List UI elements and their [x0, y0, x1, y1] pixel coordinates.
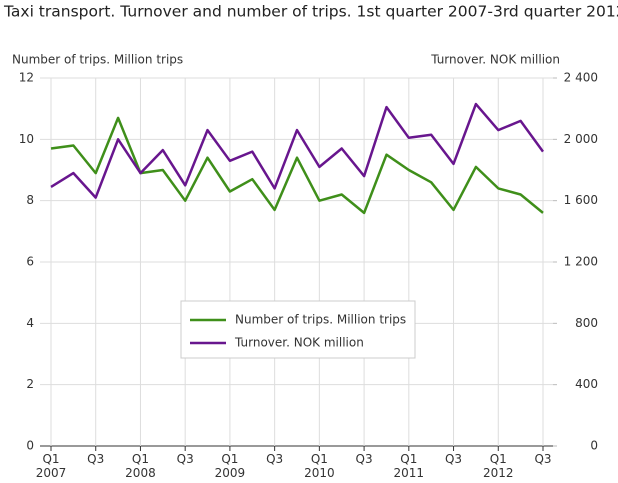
legend-box	[180, 300, 416, 359]
x-tick-label: Q3	[177, 452, 194, 466]
x-tick-label-line: Q3	[445, 452, 462, 466]
x-tick-label-line: 2008	[125, 466, 156, 480]
y-axis-title: Number of trips. Million trips	[12, 53, 183, 67]
x-tick-label-line: 2009	[215, 466, 246, 480]
x-tick-label: Q1 2011	[394, 452, 425, 480]
x-tick-label-line: Q3	[87, 452, 104, 466]
x-tick-label: Q3	[356, 452, 373, 466]
x-tick-label-line: Q3	[177, 452, 194, 466]
x-tick-label-line: 2010	[304, 466, 335, 480]
x-tick-label-line: Q1	[490, 452, 507, 466]
y-tick-label: 12	[19, 71, 34, 85]
y2-tick-label: 1 200	[564, 255, 598, 269]
y2-tick-label: 800	[575, 316, 598, 330]
legend-label: Turnover. NOK million	[234, 336, 364, 350]
x-tick-label: Q3	[534, 452, 551, 466]
y2-tick-label: 1 600	[564, 193, 598, 207]
x-tick-label-line: Q1	[400, 452, 417, 466]
x-tick-label-line: 2012	[483, 466, 514, 480]
x-tick-label-line: Q1	[311, 452, 328, 466]
y2-tick-label: 400	[575, 377, 598, 391]
x-tick-label-line: 2007	[36, 466, 67, 480]
x-tick-label: Q1 2010	[304, 452, 335, 480]
x-tick-label-line: Q1	[221, 452, 238, 466]
legend-label: Number of trips. Million trips	[235, 313, 406, 327]
x-tick-label-line: Q1	[42, 452, 59, 466]
chart-title: Taxi transport. Turnover and number of t…	[3, 3, 618, 21]
y2-axis-title: Turnover. NOK million	[430, 53, 560, 67]
x-tick-label: Q3	[266, 452, 283, 466]
x-tick-label: Q1 2007	[36, 452, 67, 480]
x-tick-label-line: Q3	[266, 452, 283, 466]
x-tick-label: Q1 2008	[125, 452, 156, 480]
x-tick-label: Q3	[87, 452, 104, 466]
x-tick-label: Q3	[445, 452, 462, 466]
x-tick-label-line: Q3	[534, 452, 551, 466]
y-tick-label: 2	[26, 377, 34, 391]
y-tick-label: 8	[26, 193, 34, 207]
y2-tick-label: 2 400	[564, 71, 598, 85]
x-tick-label-line: Q1	[132, 452, 149, 466]
y-tick-label: 4	[26, 316, 34, 330]
y2-tick-label: 2 000	[564, 132, 598, 146]
y2-tick-label: 0	[590, 439, 598, 453]
series-line	[50, 102, 545, 199]
x-tick-label: Q1 2012	[483, 452, 514, 480]
x-tick-label: Q1 2009	[215, 452, 246, 480]
series-line	[50, 116, 544, 215]
y-tick-label: 0	[26, 439, 34, 453]
x-tick-label-line: 2011	[394, 466, 425, 480]
y-tick-label: 6	[26, 255, 34, 269]
x-tick-label-line: Q3	[356, 452, 373, 466]
y-tick-label: 10	[19, 132, 34, 146]
